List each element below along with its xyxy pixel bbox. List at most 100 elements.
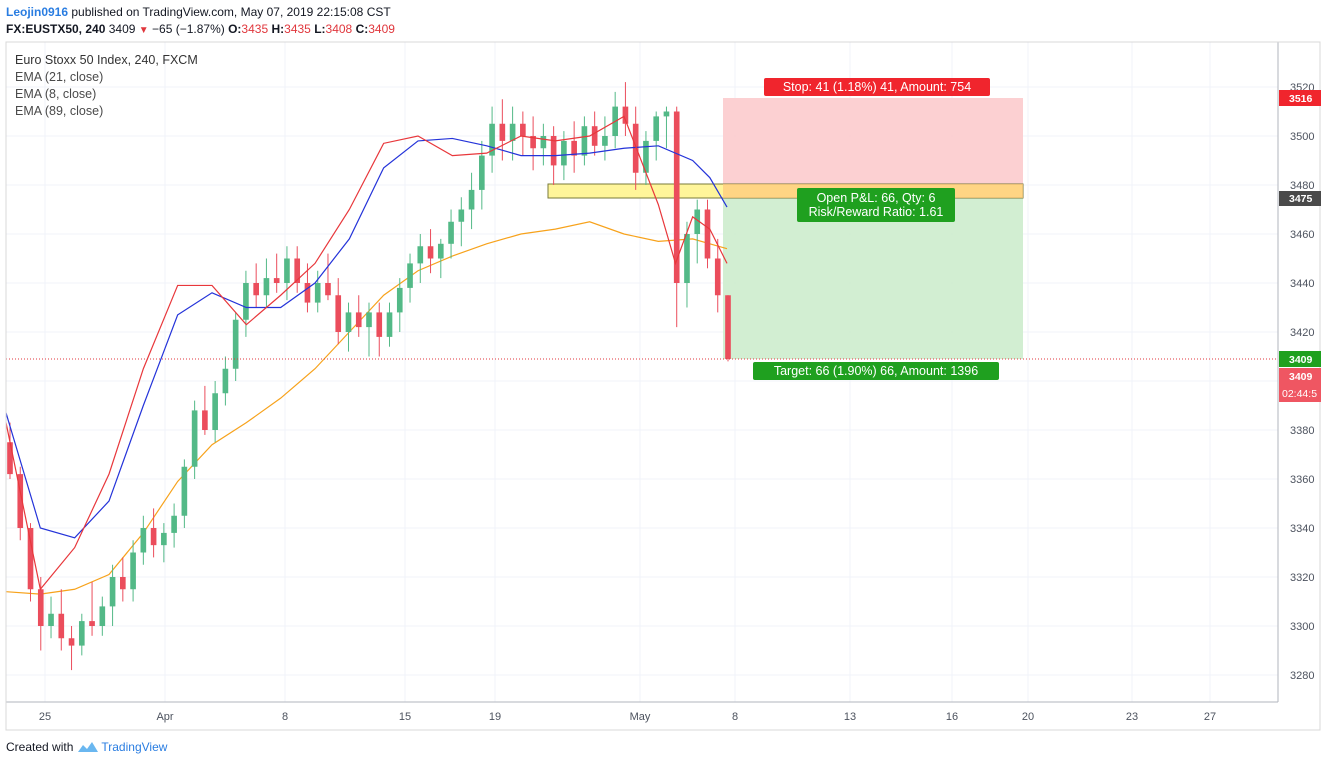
candle-body (232, 319, 239, 369)
candle-body (212, 393, 218, 430)
time-tick-label: Apr (156, 711, 173, 723)
candle-body (253, 283, 259, 296)
candle-body (161, 532, 167, 546)
stop-price-tag-bg (1279, 90, 1321, 106)
candle-body (622, 106, 629, 124)
candle-body (427, 246, 434, 259)
price-tick-label: 3420 (1290, 327, 1314, 339)
candle-body (550, 136, 557, 166)
price-axis[interactable]: 3280330033203340336033803400342034403460… (1290, 82, 1314, 682)
candle-body (653, 116, 660, 141)
candle-body (520, 123, 526, 136)
candle-body (294, 258, 301, 283)
candle-body (458, 209, 465, 222)
price-tick-label: 3300 (1290, 621, 1314, 633)
candle-body (89, 621, 95, 626)
close-value: 3409 (368, 22, 395, 36)
candle-body (68, 638, 75, 646)
price-tick-label: 3500 (1290, 131, 1314, 143)
legend-title: Euro Stoxx 50 Index, 240, FXCM (15, 53, 198, 67)
price-tick-label: 3460 (1290, 229, 1314, 241)
target-label-bg (753, 362, 999, 380)
candle-body (489, 123, 495, 156)
time-tick-label: 13 (844, 711, 856, 723)
legend-ema8[interactable]: EMA (8, close) (15, 87, 97, 101)
candle-body (540, 136, 547, 149)
candle-body (355, 312, 362, 328)
candle-body (345, 312, 352, 332)
candle-body (673, 111, 680, 283)
ema-polyline (5, 221, 728, 595)
time-axis[interactable]: 25 Apr 8 15 19 May 8 13 16 20 23 27 (39, 711, 1216, 723)
entry-price-tag-bg (1279, 191, 1321, 206)
candle-body (684, 234, 690, 283)
candle-body (417, 246, 424, 264)
candle-body (407, 263, 413, 288)
candle-body (7, 442, 13, 475)
candle-body (704, 209, 711, 259)
candle-body (263, 278, 270, 296)
candle-body (571, 140, 577, 156)
candle-body (191, 410, 198, 467)
author-link[interactable]: Leojin0916 (6, 5, 69, 19)
time-tick-label: 19 (489, 711, 501, 723)
candle-body (499, 123, 506, 141)
candle-body (109, 577, 116, 607)
stop-label: Stop: 41 (1.18%) 41, Amount: 754 (783, 80, 971, 94)
high-label: H: (271, 22, 285, 36)
candle-body (632, 123, 639, 173)
low-label: L: (314, 22, 326, 36)
candle-body (448, 221, 454, 244)
risk-reward-label: Risk/Reward Ratio: 1.61 (809, 205, 944, 219)
price-tick-label: 3480 (1290, 180, 1314, 192)
tradingview-brand-link[interactable]: TradingView (101, 740, 168, 754)
candle-body (58, 613, 65, 639)
time-tick-label: 8 (282, 711, 288, 723)
candle-body (314, 283, 321, 303)
candle-body (694, 209, 701, 234)
candle-body (181, 466, 188, 516)
legend-ema89[interactable]: EMA (89, close) (15, 104, 104, 118)
candle-body (479, 155, 485, 190)
candle-body (171, 515, 177, 533)
candle-body (273, 278, 280, 283)
low-value: 3408 (325, 22, 353, 36)
candle-body (663, 111, 670, 117)
symbol-label: FX:EUSTX50, 240 (6, 22, 106, 36)
time-tick-label: 15 (399, 711, 411, 723)
time-tick-label: May (630, 711, 651, 723)
close-label: C: (355, 22, 369, 36)
candle-body (376, 312, 383, 337)
open-pnl-label: Open P&L: 66, Qty: 6 (817, 191, 936, 205)
current-price-tag-bg (1279, 351, 1321, 367)
published-text: published on TradingView.com, May 07, 20… (71, 5, 391, 19)
candle-body (27, 528, 34, 590)
stop-zone[interactable] (723, 98, 1023, 184)
legend-ema21[interactable]: EMA (21, close) (15, 70, 104, 84)
target-label: Target: 66 (1.90%) 66, Amount: 1396 (774, 364, 978, 378)
time-tick-label: 8 (732, 711, 738, 723)
last-price-tag: 3409 (1289, 371, 1313, 383)
price-tick-label: 3340 (1290, 523, 1314, 535)
bar-countdown: 02:44:5 (1282, 388, 1317, 400)
candle-body (150, 528, 157, 546)
open-pnl-bg (797, 188, 955, 222)
candle-body (284, 258, 290, 283)
candle-body (202, 410, 208, 430)
price-tick-label: 3380 (1290, 425, 1314, 437)
chart-grid (6, 42, 1278, 702)
candle-body (37, 589, 44, 626)
candle-body (140, 528, 147, 553)
time-tick-label: 25 (39, 711, 51, 723)
ema89-line (5, 221, 728, 595)
candles-group (7, 82, 731, 671)
candle-body (48, 613, 54, 626)
candle-body (561, 140, 567, 166)
time-tick-label: 20 (1022, 711, 1034, 723)
candle-body (602, 136, 608, 146)
ema-polyline (5, 115, 728, 591)
target-zone[interactable] (723, 198, 1023, 359)
current-price-tag: 3409 (1289, 354, 1313, 366)
entry-price-tag: 3475 (1289, 193, 1313, 205)
